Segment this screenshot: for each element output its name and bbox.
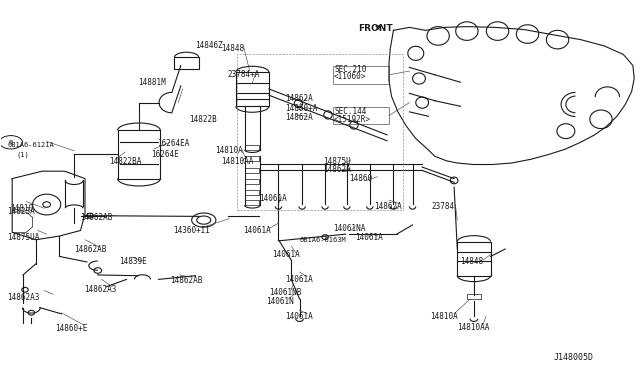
Bar (467, 294, 481, 299)
Text: 14823A: 14823A (7, 208, 35, 217)
Text: 0B1A6-6121A: 0B1A6-6121A (7, 142, 54, 148)
Text: 16264EA: 16264EA (157, 139, 189, 148)
Text: B: B (9, 140, 13, 145)
Text: 14061A: 14061A (285, 275, 312, 284)
Text: 14875U: 14875U (323, 157, 351, 166)
Text: 16264E: 16264E (151, 150, 179, 159)
Text: 14862A3: 14862A3 (84, 285, 116, 294)
Text: 14810AA: 14810AA (458, 323, 490, 332)
Text: 23784+A: 23784+A (227, 70, 260, 79)
Text: 14860+A: 14860+A (285, 104, 317, 113)
Text: 14862AB: 14862AB (170, 276, 202, 285)
Text: 14810AA: 14810AA (221, 157, 253, 166)
Bar (118, 131, 161, 179)
Text: SEC.144: SEC.144 (334, 108, 367, 116)
Bar (236, 72, 269, 106)
Bar (333, 66, 389, 84)
Text: 14848: 14848 (461, 257, 484, 266)
Text: 14862AB: 14862AB (81, 213, 113, 222)
Text: 14862A: 14862A (374, 202, 402, 211)
Text: 14061A: 14061A (272, 250, 300, 259)
Text: 14061NA: 14061NA (333, 224, 365, 233)
Text: 14862AB: 14862AB (74, 244, 106, 253)
Text: 14839E: 14839E (119, 257, 147, 266)
Bar (458, 241, 490, 276)
Text: 14862A3: 14862A3 (7, 293, 40, 302)
Text: 14061A: 14061A (285, 312, 312, 321)
Text: 14822B: 14822B (189, 115, 217, 124)
Text: (1): (1) (17, 151, 29, 158)
Text: 23784: 23784 (432, 202, 455, 211)
Text: 14862A: 14862A (285, 113, 312, 122)
Bar (245, 145, 259, 150)
Text: 14061NB: 14061NB (269, 288, 301, 297)
Text: 14061N: 14061N (266, 297, 294, 306)
Text: 14848: 14848 (221, 44, 244, 53)
Text: 14360+II: 14360+II (173, 226, 210, 235)
Text: 14860+E: 14860+E (55, 324, 87, 333)
Text: 14810A: 14810A (430, 312, 458, 321)
Bar (245, 190, 259, 195)
Bar (245, 179, 259, 184)
Text: <11060>: <11060> (334, 72, 367, 81)
Text: SEC.210: SEC.210 (334, 65, 367, 74)
Bar (245, 168, 259, 173)
Text: 14862A: 14862A (285, 94, 312, 103)
Text: 14860: 14860 (349, 174, 372, 183)
Text: FRONT: FRONT (358, 24, 393, 33)
Bar (333, 108, 389, 124)
Text: 14875UA: 14875UA (7, 233, 40, 243)
Text: 14846Z: 14846Z (195, 41, 223, 50)
Bar (245, 156, 259, 161)
Text: <15192R>: <15192R> (334, 115, 371, 124)
Text: 14822BA: 14822BA (109, 157, 141, 166)
Bar (174, 57, 198, 69)
Bar (245, 200, 259, 205)
Text: 14061A: 14061A (243, 226, 271, 235)
Text: J148005D: J148005D (553, 353, 593, 362)
Text: 0B1A6-6163M: 0B1A6-6163M (300, 237, 346, 244)
Text: 14862A: 14862A (323, 165, 351, 174)
Text: 14810A: 14810A (214, 146, 243, 155)
Text: 14061A: 14061A (355, 233, 383, 243)
Text: 14810: 14810 (10, 204, 33, 213)
Text: 14881M: 14881M (138, 78, 166, 87)
Text: 14061A: 14061A (259, 195, 287, 203)
